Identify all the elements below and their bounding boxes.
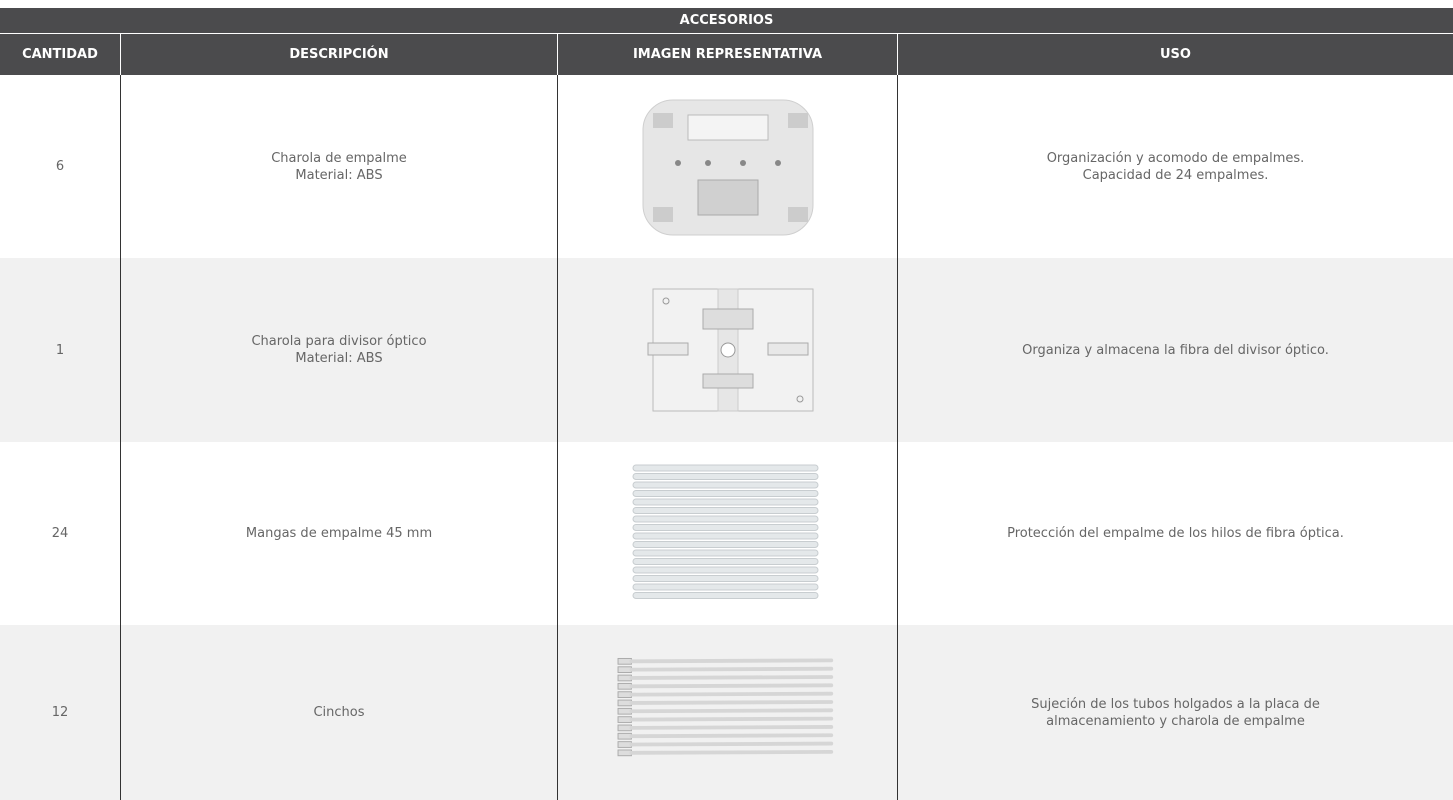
use-cell: Organiza y almacena la fibra del divisor… xyxy=(897,258,1453,442)
header-cell: CANTIDAD xyxy=(22,47,98,62)
image-cell xyxy=(557,625,897,800)
product-image xyxy=(617,657,833,757)
table-row: 6 Charola de empalme Material: ABS Organiza… xyxy=(0,75,1453,258)
use-line: Organización y acomodo de empalmes. xyxy=(1046,150,1305,166)
product-image xyxy=(647,288,813,411)
use-cell: Sujeción de los tubos holgados a la plac… xyxy=(897,625,1453,800)
quantity-cell: 1 xyxy=(0,258,120,442)
quantity-cell: 6 xyxy=(0,75,120,258)
description-cell: Charola para divisor óptico Material: ABS xyxy=(120,258,557,442)
use-line: Organiza y almacena la fibra del divisor… xyxy=(1022,342,1329,358)
description-line: Cinchos xyxy=(313,705,365,720)
image-cell xyxy=(557,75,897,258)
quantity: 6 xyxy=(55,159,65,174)
table-row: 12 Cinchos Sujeción de los tubos holgados … xyxy=(0,625,1453,800)
quantity-cell: 24 xyxy=(0,442,120,625)
table-row: 1 Charola para divisor óptico Material: AB… xyxy=(0,258,1453,442)
description-cell: Mangas de empalme 45 mm xyxy=(120,442,557,625)
use-cell: Protección del empalme de los hilos de f… xyxy=(897,442,1453,625)
description-line: Charola de empalme xyxy=(271,150,407,166)
image-cell xyxy=(557,442,897,625)
description-cell: Charola de empalme Material: ABS xyxy=(120,75,557,258)
use-line: almacenamiento y charola de empalme xyxy=(1046,713,1305,729)
header-cell: IMAGEN REPRESENTATIVA xyxy=(557,34,897,75)
description-cell: Cinchos xyxy=(120,625,557,800)
table-row: 24 Mangas de empalme 45 mm Protección del … xyxy=(0,442,1453,625)
use-line: Sujeción de los tubos holgados a la plac… xyxy=(1031,696,1320,712)
quantity: 12 xyxy=(51,705,69,720)
quantity-cell: 12 xyxy=(0,625,120,800)
use-cell: Organización y acomodo de empalmes. Capac… xyxy=(897,75,1453,258)
product-image xyxy=(632,464,818,599)
header-cell: USO xyxy=(897,34,1453,75)
description-line: Charola para divisor óptico xyxy=(251,334,427,349)
header-cell: DESCRIPCIÓN xyxy=(120,34,557,75)
quantity: 24 xyxy=(51,526,69,541)
image-cell xyxy=(557,258,897,442)
use-line: Capacidad de 24 empalmes. xyxy=(1082,167,1269,183)
description-line: Material: ABS xyxy=(295,351,383,366)
use-line: Protección del empalme de los hilos de f… xyxy=(1007,526,1344,541)
description-line: Material: ABS xyxy=(295,167,383,183)
table-title: ACCESORIOS xyxy=(0,8,1453,34)
product-image xyxy=(642,99,813,236)
description-line: Mangas de empalme 45 mm xyxy=(245,526,433,541)
header-row: CANTIDAD DESCRIPCIÓN IMAGEN REPRESENTATIVA… xyxy=(0,34,1453,75)
quantity: 1 xyxy=(55,342,65,358)
